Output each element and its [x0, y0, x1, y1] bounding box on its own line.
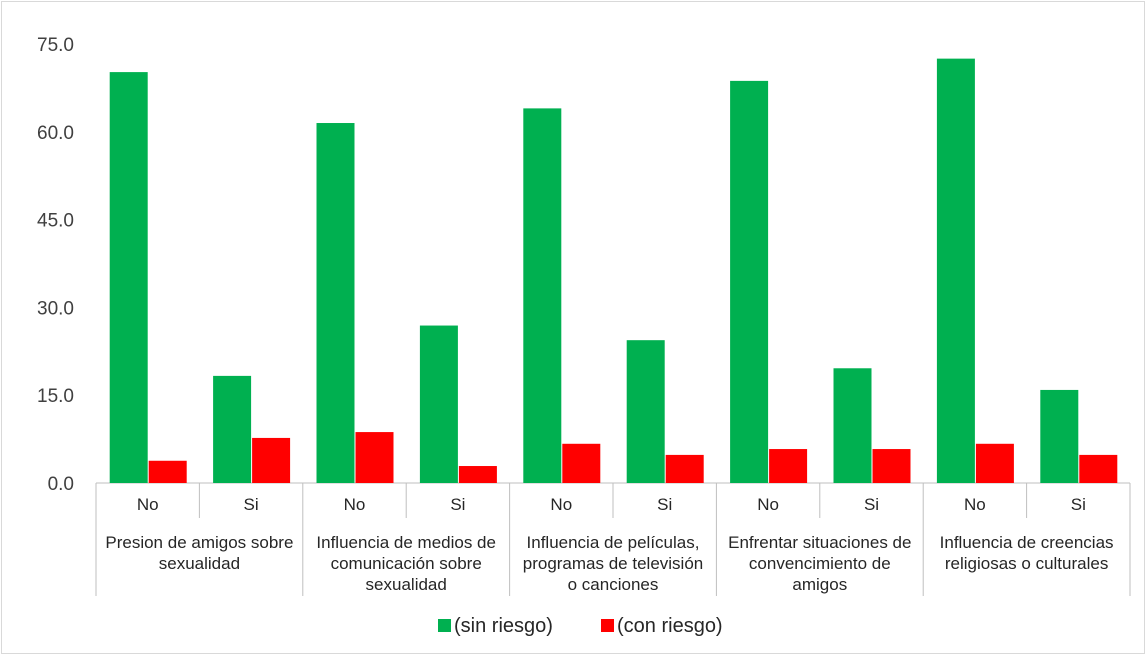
group-label: Influencia de películas,: [527, 533, 700, 552]
y-tick-label: 60.0: [37, 123, 74, 144]
bar-con-riesgo: [872, 449, 911, 483]
subcategory-label: No: [964, 495, 986, 514]
y-tick-label: 45.0: [37, 211, 74, 232]
bar-con-riesgo: [562, 443, 601, 483]
subcategory-label: Si: [657, 495, 672, 514]
subcategory-label: Si: [450, 495, 465, 514]
subcategory-label: Si: [1071, 495, 1086, 514]
bar-con-riesgo: [769, 449, 808, 483]
group-label: sexualidad: [159, 554, 240, 573]
y-tick-label: 15.0: [37, 386, 74, 407]
bar-sin-riesgo: [523, 108, 562, 484]
bar-sin-riesgo: [213, 375, 252, 483]
subcategory-label: No: [550, 495, 572, 514]
group-label: programas de televisión: [523, 554, 703, 573]
group-label: Presion de amigos sobre: [105, 533, 293, 552]
group-label: o canciones: [568, 575, 659, 594]
y-tick-label: 75.0: [37, 35, 74, 56]
group-label: convencimiento de: [749, 554, 891, 573]
legend-swatch: [601, 619, 614, 632]
bar-con-riesgo: [252, 437, 291, 483]
group-label: religiosas o culturales: [945, 554, 1108, 573]
group-label: amigos: [792, 575, 847, 594]
bar-con-riesgo: [975, 443, 1014, 483]
subcategory-label: No: [137, 495, 159, 514]
bar-sin-riesgo: [626, 340, 665, 483]
y-tick-label: 0.0: [48, 474, 74, 495]
bar-sin-riesgo: [936, 58, 975, 484]
bar-sin-riesgo: [1040, 389, 1079, 483]
group-label: Influencia de creencias: [940, 533, 1114, 552]
bar-con-riesgo: [458, 466, 497, 483]
legend-label: (sin riesgo): [454, 615, 553, 637]
bar-sin-riesgo: [419, 325, 458, 483]
group-label: Enfrentar situaciones de: [728, 533, 911, 552]
bar-con-riesgo: [148, 460, 187, 483]
bar-con-riesgo: [665, 454, 704, 483]
bar-con-riesgo: [355, 432, 394, 483]
subcategory-label: No: [757, 495, 779, 514]
group-label: sexualidad: [366, 575, 447, 594]
bar-sin-riesgo: [109, 72, 148, 483]
bar-con-riesgo: [1079, 454, 1118, 483]
group-label: comunicación sobre: [331, 554, 482, 573]
y-tick-label: 30.0: [37, 298, 74, 319]
bar-sin-riesgo: [316, 123, 355, 484]
group-label: Influencia de medios de: [316, 533, 496, 552]
subcategory-label: No: [344, 495, 366, 514]
subcategory-label: Si: [864, 495, 879, 514]
legend-swatch: [438, 619, 451, 632]
bar-sin-riesgo: [833, 368, 872, 483]
legend-label: (con riesgo): [617, 615, 723, 637]
subcategory-label: Si: [244, 495, 259, 514]
bar-sin-riesgo: [730, 80, 769, 483]
